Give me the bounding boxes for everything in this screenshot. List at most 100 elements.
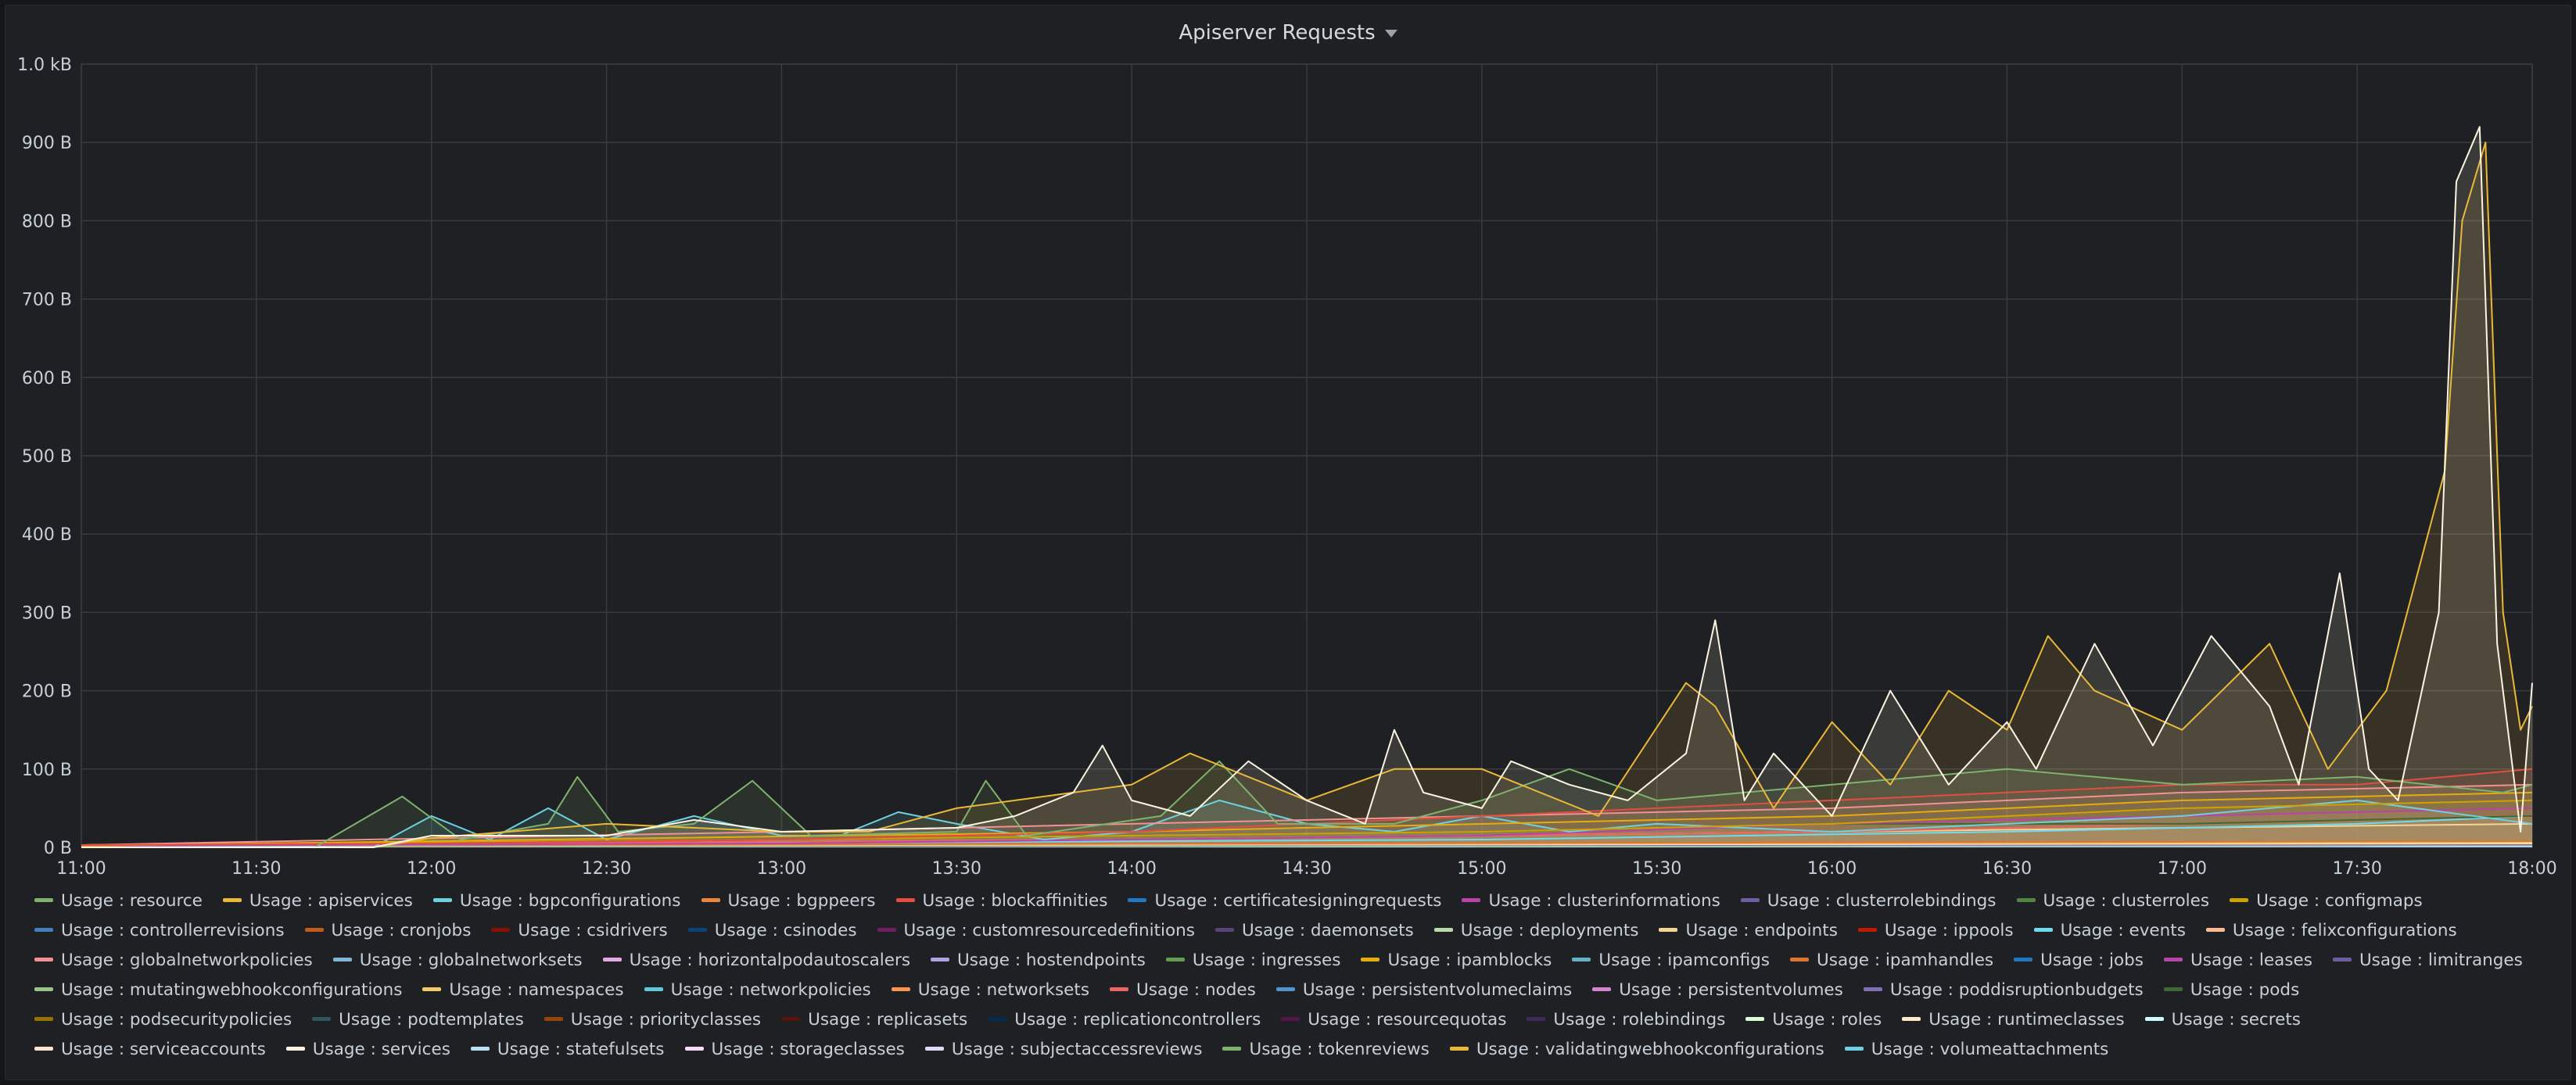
legend-item[interactable]: Usage : customresourcedefinitions: [877, 916, 1195, 946]
legend-item[interactable]: Usage : runtimeclasses: [1902, 1005, 2125, 1035]
legend-item[interactable]: Usage : csinodes: [687, 916, 857, 946]
legend-item[interactable]: Usage : clusterrolebindings: [1740, 886, 1997, 916]
legend-item[interactable]: Usage : resource: [34, 886, 203, 916]
legend-label: Usage : subjectaccessreviews: [951, 1040, 1203, 1059]
legend-label: Usage : resource: [61, 891, 203, 911]
legend-item[interactable]: Usage : clusterinformations: [1462, 886, 1720, 916]
legend-item[interactable]: Usage : networkpolicies: [644, 976, 871, 1005]
legend-item[interactable]: Usage : pods: [2163, 976, 2299, 1005]
legend-label: Usage : globalnetworkpolicies: [61, 951, 313, 970]
legend-item[interactable]: Usage : rolebindings: [1527, 1005, 1725, 1035]
legend-item[interactable]: Usage : jobs: [2014, 946, 2144, 976]
legend-item[interactable]: Usage : ingresses: [1165, 946, 1341, 976]
legend-label: Usage : horizontalpodautoscalers: [629, 951, 911, 970]
legend-label: Usage : csidrivers: [518, 921, 668, 940]
legend-item[interactable]: Usage : replicasets: [781, 1005, 967, 1035]
legend-item[interactable]: Usage : csidrivers: [491, 916, 668, 946]
series-line-1: [81, 141, 2533, 848]
legend-item[interactable]: Usage : services: [285, 1035, 450, 1065]
legend-item[interactable]: Usage : persistentvolumes: [1592, 976, 1843, 1005]
legend-item[interactable]: Usage : apiservices: [222, 886, 413, 916]
legend-swatch: [1745, 1016, 1765, 1021]
legend-item[interactable]: Usage : events: [2033, 916, 2186, 946]
legend-item[interactable]: Usage : nodes: [1110, 976, 1256, 1005]
legend-swatch: [2205, 927, 2225, 932]
legend-item[interactable]: Usage : tokenreviews: [1222, 1035, 1430, 1065]
panel-title[interactable]: Apiserver Requests: [1179, 21, 1376, 45]
legend-item[interactable]: Usage : configmaps: [2230, 886, 2423, 916]
legend-item[interactable]: Usage : priorityclasses: [544, 1005, 761, 1035]
legend-item[interactable]: Usage : blockaffinities: [895, 886, 1108, 916]
legend-item[interactable]: Usage : limitranges: [2332, 946, 2523, 976]
legend-label: Usage : roles: [1772, 1010, 1882, 1029]
legend-item[interactable]: Usage : podtemplates: [312, 1005, 524, 1035]
legend-item[interactable]: Usage : persistentvolumeclaims: [1275, 976, 1573, 1005]
x-tick-label: 16:30: [1982, 859, 2032, 879]
legend-label: Usage : priorityclasses: [570, 1010, 762, 1029]
legend-label: Usage : statefulsets: [497, 1040, 665, 1059]
legend-item[interactable]: Usage : poddisruptionbudgets: [1863, 976, 2144, 1005]
legend-item[interactable]: Usage : clusterroles: [2016, 886, 2209, 916]
legend-label: Usage : bgpconfigurations: [459, 891, 681, 911]
legend-item[interactable]: Usage : ipamhandles: [1790, 946, 1993, 976]
legend-item[interactable]: Usage : serviceaccounts: [34, 1035, 266, 1065]
legend-item[interactable]: Usage : storageclasses: [684, 1035, 905, 1065]
legend-item[interactable]: Usage : endpoints: [1659, 916, 1838, 946]
legend-swatch: [602, 957, 622, 961]
x-tick-label: 14:00: [1107, 859, 1156, 879]
legend-item[interactable]: Usage : bgpconfigurations: [432, 886, 681, 916]
legend-swatch: [1863, 987, 1882, 991]
x-tick-label: 14:30: [1282, 859, 1331, 879]
legend-label: Usage : apiservices: [249, 891, 413, 911]
series-area-6: [81, 807, 2532, 847]
legend-item[interactable]: Usage : validatingwebhookconfigurations: [1449, 1035, 1824, 1065]
legend-label: Usage : serviceaccounts: [61, 1040, 266, 1059]
legend-swatch: [222, 897, 242, 902]
legend-item[interactable]: Usage : podsecuritypolicies: [34, 1005, 292, 1035]
legend-label: Usage : ingresses: [1192, 951, 1341, 970]
legend-swatch: [312, 1016, 332, 1021]
legend-item[interactable]: Usage : volumeattachments: [1844, 1035, 2108, 1065]
legend-item[interactable]: Usage : resourcequotas: [1281, 1005, 1506, 1035]
legend-item[interactable]: Usage : ippools: [1857, 916, 2014, 946]
chevron-down-icon[interactable]: [1384, 29, 1397, 38]
x-tick-label: 12:00: [407, 859, 456, 879]
legend-item[interactable]: Usage : leases: [2164, 946, 2312, 976]
legend-swatch: [2230, 897, 2249, 902]
legend-item[interactable]: Usage : ipamconfigs: [1572, 946, 1770, 976]
legend-item[interactable]: Usage : replicationcontrollers: [988, 1005, 1261, 1035]
legend-item[interactable]: Usage : felixconfigurations: [2205, 916, 2457, 946]
legend-item[interactable]: Usage : controllerrevisions: [34, 916, 285, 946]
x-tick-label: 15:00: [1457, 859, 1506, 879]
y-tick-label: 400 B: [22, 525, 72, 545]
legend-item[interactable]: Usage : horizontalpodautoscalers: [602, 946, 911, 976]
legend-item[interactable]: Usage : secrets: [2144, 1005, 2301, 1035]
legend-item[interactable]: Usage : namespaces: [422, 976, 624, 1005]
legend-label: Usage : ipamconfigs: [1598, 951, 1770, 970]
legend-item[interactable]: Usage : ipamblocks: [1361, 946, 1552, 976]
legend-item[interactable]: Usage : daemonsets: [1215, 916, 1414, 946]
series-area-36: [81, 815, 2532, 847]
legend-item[interactable]: Usage : certificatesigningrequests: [1128, 886, 1441, 916]
legend-item[interactable]: Usage : mutatingwebhookconfigurations: [34, 976, 402, 1005]
legend-label: Usage : persistentvolumeclaims: [1302, 980, 1573, 1000]
legend-item[interactable]: Usage : globalnetworkpolicies: [34, 946, 313, 976]
series-area-17: [81, 823, 2532, 847]
legend-item[interactable]: Usage : subjectaccessreviews: [924, 1035, 1203, 1065]
legend-item[interactable]: Usage : globalnetworksets: [332, 946, 583, 976]
legend-item[interactable]: Usage : networksets: [891, 976, 1089, 1005]
legend-label: Usage : validatingwebhookconfigurations: [1476, 1040, 1824, 1059]
legend-swatch: [470, 1046, 490, 1051]
legend-item[interactable]: Usage : cronjobs: [304, 916, 471, 946]
legend-item[interactable]: Usage : statefulsets: [470, 1035, 665, 1065]
legend-item[interactable]: Usage : bgppeers: [701, 886, 876, 916]
legend-item[interactable]: Usage : deployments: [1433, 916, 1638, 946]
panel-header[interactable]: Apiserver Requests: [5, 21, 2571, 45]
legend-label: Usage : endpoints: [1685, 921, 1838, 940]
legend-item[interactable]: Usage : roles: [1745, 1005, 1882, 1035]
legend-label: Usage : jobs: [2040, 951, 2144, 970]
legend-swatch: [304, 927, 324, 932]
legend-label: Usage : blockaffinities: [922, 891, 1108, 911]
legend-item[interactable]: Usage : hostendpoints: [931, 946, 1146, 976]
series-line-52: [81, 126, 2533, 848]
